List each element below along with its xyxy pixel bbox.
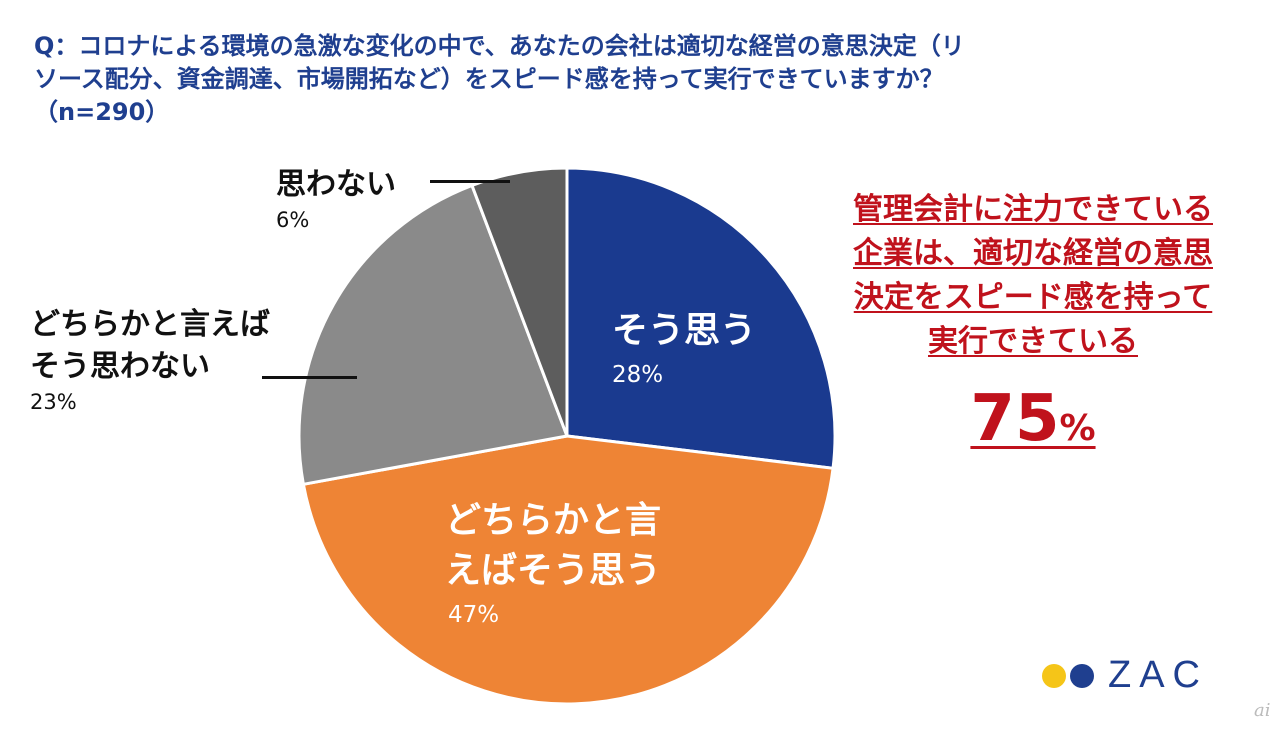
callout-value: 75 bbox=[970, 382, 1060, 456]
slice-value-rather-think: 47% bbox=[448, 602, 499, 628]
slice-think bbox=[565, 166, 837, 470]
slice-label-rather-think-1: どちらかと言 bbox=[445, 500, 661, 541]
logo-yellow-dot-icon bbox=[1042, 664, 1066, 688]
slice-label-think: そう思う bbox=[612, 310, 756, 351]
leader-line-rather-not-think bbox=[262, 376, 357, 379]
slice-value-think: 28% bbox=[612, 362, 663, 388]
leader-line-not-think bbox=[430, 180, 510, 183]
callout-line-1: 管理会計に注力できている bbox=[853, 192, 1213, 227]
callout-unit: % bbox=[1059, 408, 1096, 449]
callout-text: 管理会計に注力できている 企業は、適切な経営の意思 決定をスピード感を持って 実… bbox=[808, 188, 1258, 364]
slice-value-rather-not-think: 23% bbox=[30, 390, 77, 414]
slice-label-rather-not-think-1: どちらかと言えば bbox=[30, 307, 270, 342]
question-line-1: Q：コロナによる環境の急激な変化の中で、あなたの会社は適切な経営の意思決定（リ bbox=[34, 32, 965, 60]
question-text: Q：コロナによる環境の急激な変化の中で、あなたの会社は適切な経営の意思決定（リ … bbox=[34, 30, 1254, 129]
label-rather-not-think: どちらかと言えば そう思わない 23% bbox=[30, 304, 270, 416]
slice-value-not-think: 6% bbox=[276, 208, 310, 232]
callout-percentage: 75% bbox=[808, 382, 1258, 456]
slice-not-think bbox=[470, 166, 569, 437]
slice-rather-think bbox=[301, 434, 835, 706]
callout-line-4: 実行できている bbox=[928, 324, 1138, 359]
label-not-think: 思わない 6% bbox=[276, 164, 396, 234]
question-line-3: （n=290） bbox=[34, 98, 170, 126]
logo-text: ZAC bbox=[1108, 654, 1208, 696]
logo-blue-dot-icon bbox=[1070, 664, 1094, 688]
callout-line-3: 決定をスピード感を持って bbox=[853, 280, 1213, 315]
zac-logo: ZAC bbox=[1012, 640, 1222, 710]
watermark: ai bbox=[1254, 700, 1271, 721]
callout-line-2: 企業は、適切な経営の意思 bbox=[853, 236, 1213, 271]
slice-label-rather-think-2: えばそう思う bbox=[445, 550, 661, 591]
slice-label-not-think: 思わない bbox=[276, 167, 396, 202]
slice-label-rather-not-think-2: そう思わない bbox=[30, 349, 210, 384]
question-line-2: ソース配分、資金調達、市場開拓など）をスピード感を持って実行できていますか？ bbox=[34, 65, 944, 93]
